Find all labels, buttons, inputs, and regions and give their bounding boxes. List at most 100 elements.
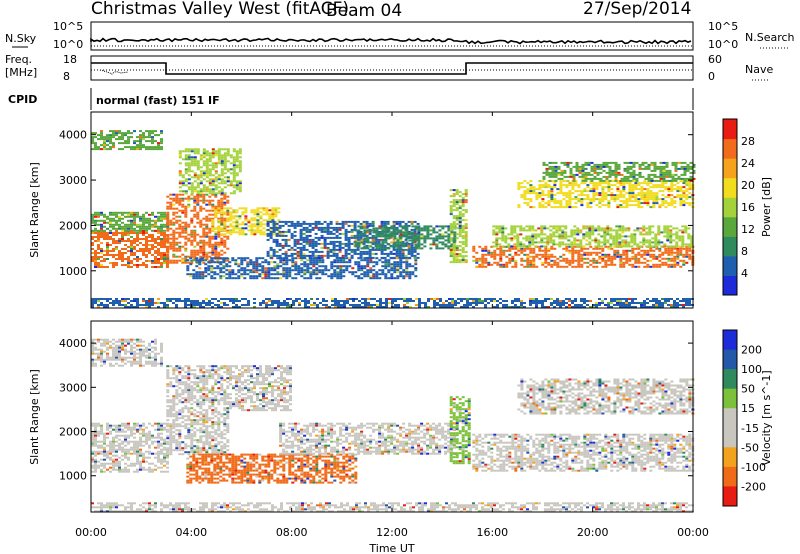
power-echo-cell xyxy=(580,200,584,203)
power-echo-cell xyxy=(262,213,266,216)
power-echo-cell xyxy=(558,241,562,244)
power-echo-cell xyxy=(566,163,570,166)
power-echo-cell xyxy=(211,251,215,254)
power-echo-cell xyxy=(347,246,351,249)
power-echo-cell xyxy=(455,219,459,222)
power-echo-cell xyxy=(519,243,523,246)
power-echo-cell xyxy=(278,230,282,233)
power-echo-cell xyxy=(559,204,563,207)
power-echo-cell xyxy=(668,169,672,172)
power-echo-cell xyxy=(372,231,376,234)
power-echo-cell xyxy=(550,253,554,256)
power-echo-cell xyxy=(606,229,610,232)
power-echo-cell xyxy=(223,195,227,198)
power-echo-cell xyxy=(97,306,100,308)
power-echo-cell xyxy=(228,269,232,272)
power-echo-cell xyxy=(166,245,170,248)
power-echo-cell xyxy=(103,219,106,222)
power-echo-cell xyxy=(652,257,656,260)
power-echo-cell xyxy=(112,130,115,133)
power-echo-cell xyxy=(115,264,118,266)
power-echo-cell xyxy=(408,263,412,266)
power-echo-cell xyxy=(624,243,628,246)
power-echo-cell xyxy=(461,209,465,212)
power-echo-cell xyxy=(237,277,241,280)
power-echo-cell xyxy=(202,229,206,232)
power-echo-cell xyxy=(551,173,555,176)
power-echo-cell xyxy=(157,254,160,256)
power-echo-cell xyxy=(190,259,194,262)
power-echo-cell xyxy=(450,233,454,236)
power-echo-cell xyxy=(178,182,182,185)
power-echo-cell xyxy=(217,241,221,244)
power-echo-cell xyxy=(160,238,163,240)
power-echo-cell xyxy=(654,243,658,246)
power-echo-cell xyxy=(679,190,683,193)
power-echo-cell xyxy=(160,262,163,264)
power-echo-cell xyxy=(166,213,170,216)
power-echo-cell xyxy=(205,154,209,157)
power-echo-cell xyxy=(91,304,94,306)
power-echo-cell xyxy=(517,206,521,209)
power-echo-cell xyxy=(127,215,130,218)
power-echo-cell xyxy=(219,267,223,270)
power-echo-cell xyxy=(100,213,103,216)
power-echo-cell xyxy=(199,306,202,308)
power-echo-cell xyxy=(160,246,163,248)
power-echo-cell xyxy=(404,256,408,259)
power-echo-cell xyxy=(357,261,361,264)
power-echo-cell xyxy=(432,229,436,232)
power-echo-cell xyxy=(562,206,566,209)
power-echo-cell xyxy=(402,245,406,248)
power-echo-cell xyxy=(395,250,399,253)
power-echo-cell xyxy=(193,249,197,252)
power-echo-cell xyxy=(461,255,465,258)
power-echo-cell xyxy=(238,306,241,308)
power-echo-cell xyxy=(417,243,421,246)
power-echo-cell xyxy=(393,269,397,272)
power-echo-cell xyxy=(118,227,121,230)
power-echo-cell xyxy=(359,234,363,237)
power-echo-cell xyxy=(274,211,278,214)
power-echo-cell xyxy=(633,237,637,240)
power-echo-cell xyxy=(347,242,351,245)
power-echo-cell xyxy=(585,243,589,246)
power-echo-cell xyxy=(375,263,379,266)
power-echo-cell xyxy=(294,261,298,264)
power-echo-cell xyxy=(592,198,596,201)
power-echo-cell xyxy=(281,230,285,233)
power-echo-cell xyxy=(274,213,278,216)
power-echo-cell xyxy=(124,248,127,250)
power-echo-cell xyxy=(595,186,599,189)
power-echo-cell xyxy=(178,300,181,302)
power-echo-cell xyxy=(554,167,558,170)
power-echo-cell xyxy=(214,164,218,167)
power-echo-cell xyxy=(335,234,339,237)
power-echo-cell xyxy=(564,225,568,228)
power-echo-cell xyxy=(647,163,651,166)
power-echo-cell xyxy=(652,204,656,207)
power-echo-cell xyxy=(124,146,127,149)
power-echo-cell xyxy=(160,225,163,228)
power-echo-cell xyxy=(91,256,94,258)
power-echo-cell xyxy=(576,233,580,236)
power-echo-cell xyxy=(214,255,218,258)
power-echo-cell xyxy=(169,221,173,224)
power-echo-cell xyxy=(513,227,517,230)
power-echo-cell xyxy=(124,215,127,218)
power-echo-cell xyxy=(682,200,686,203)
power-echo-cell xyxy=(636,227,640,230)
power-echo-cell xyxy=(662,177,666,180)
power-echo-cell xyxy=(686,167,690,170)
power-echo-cell xyxy=(211,205,215,208)
power-echo-cell xyxy=(187,199,191,202)
power-echo-cell xyxy=(399,229,403,232)
power-echo-cell xyxy=(281,224,285,227)
power-echo-cell xyxy=(217,203,221,206)
power-echo-cell xyxy=(392,252,396,255)
power-echo-cell xyxy=(565,196,569,199)
power-echo-cell xyxy=(240,261,244,264)
power-echo-cell xyxy=(220,233,224,236)
power-echo-cell xyxy=(208,302,211,304)
power-echo-cell xyxy=(187,186,191,189)
